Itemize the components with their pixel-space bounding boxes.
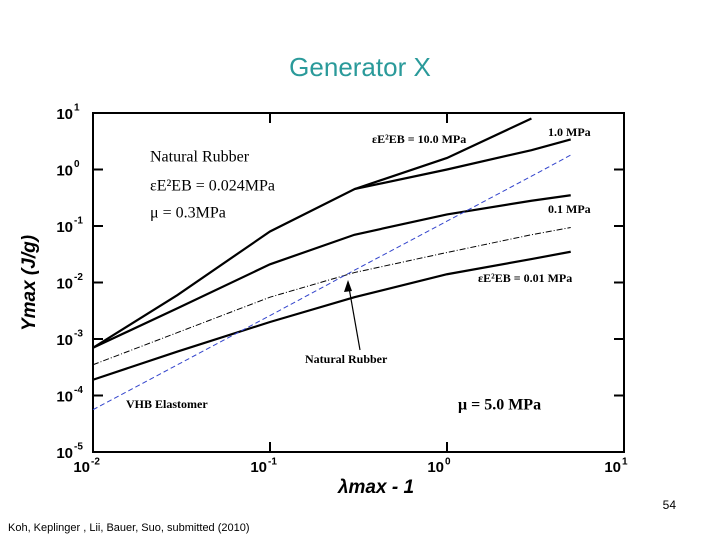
- series-line: [92, 117, 532, 349]
- arrow-head: [344, 280, 352, 292]
- annotation: εE²EB = 0.024MPa: [150, 178, 275, 195]
- series-label: VHB Elastomer: [126, 397, 208, 411]
- series-line: [92, 154, 571, 411]
- series-label: εE²EB = 0.01 MPa: [478, 271, 572, 285]
- annotation: Natural Rubber: [150, 149, 250, 166]
- y-tick-label: 10: [56, 106, 73, 123]
- x-tick-exponent: -2: [91, 457, 100, 468]
- y-tick-exponent: 0: [74, 159, 80, 170]
- series-label: 1.0 MPa: [548, 125, 591, 139]
- y-tick-label: 10: [56, 219, 73, 236]
- y-tick-label: 10: [56, 332, 73, 349]
- page-number: 54: [663, 498, 677, 512]
- x-tick-label: 10: [427, 459, 444, 476]
- y-tick-exponent: -4: [74, 385, 83, 396]
- x-tick-label: 10: [73, 459, 90, 476]
- x-tick-exponent: 1: [622, 457, 628, 468]
- series-line: [354, 138, 572, 191]
- series-label: εE²EB = 10.0 MPa: [372, 132, 466, 146]
- y-tick-label: 10: [56, 275, 73, 292]
- annotation: μ = 5.0 MPa: [458, 397, 541, 414]
- y-tick-exponent: -2: [74, 272, 83, 283]
- series-label: 0.1 MPa: [548, 202, 591, 216]
- x-tick-label: 10: [604, 459, 621, 476]
- series-line: [92, 227, 571, 366]
- arrow-shaft: [347, 281, 361, 351]
- y-tick-label: 10: [56, 388, 73, 405]
- y-tick-exponent: 1: [74, 103, 80, 114]
- citation: Koh, Keplinger , Lii, Bauer, Suo, submit…: [8, 522, 250, 534]
- y-tick-exponent: -5: [74, 442, 83, 453]
- slide-title: Generator X: [289, 52, 431, 82]
- annotation: μ = 0.3MPa: [150, 205, 226, 222]
- y-tick-exponent: -3: [74, 329, 83, 340]
- series-line: [92, 194, 571, 349]
- y-tick-label: 10: [56, 162, 73, 179]
- y-tick-label: 10: [56, 445, 73, 462]
- y-tick-exponent: -1: [74, 216, 83, 227]
- x-tick-exponent: -1: [268, 457, 277, 468]
- y-axis-label: Ymax (J/g): [19, 235, 40, 331]
- x-tick-exponent: 0: [445, 457, 451, 468]
- x-axis-label: λmax - 1: [337, 477, 414, 498]
- series-line: [92, 250, 571, 381]
- series-label: Natural Rubber: [305, 352, 388, 366]
- x-tick-label: 10: [250, 459, 267, 476]
